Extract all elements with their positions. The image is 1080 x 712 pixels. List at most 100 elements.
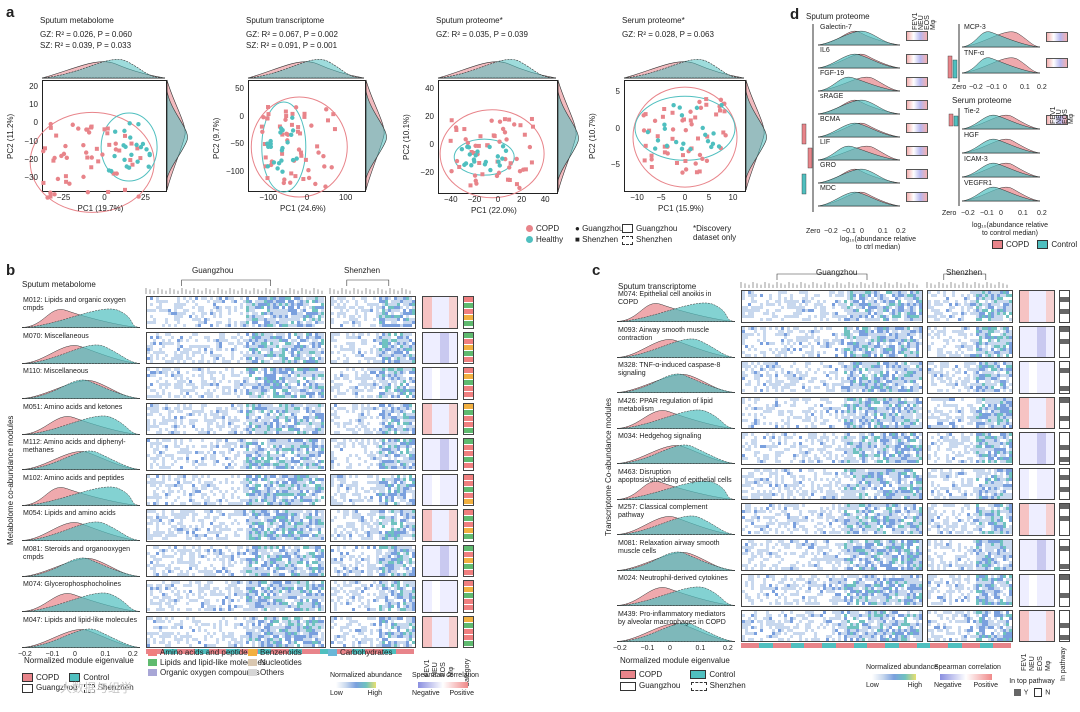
heat-cell xyxy=(252,534,255,537)
heat-cell xyxy=(231,557,234,561)
heat-cell xyxy=(397,389,400,392)
heat-cell xyxy=(258,406,261,410)
heat-cell xyxy=(382,466,385,469)
heat-cell xyxy=(388,356,391,360)
heat-cell xyxy=(189,557,192,561)
heat-cell xyxy=(279,551,282,555)
heat-cell xyxy=(183,380,186,383)
heat-cell xyxy=(306,312,309,315)
heat-cell xyxy=(219,501,222,505)
heat-cell xyxy=(391,566,394,570)
heat-cell xyxy=(400,460,403,463)
healthy-point xyxy=(294,156,299,161)
heat-cell xyxy=(315,415,318,419)
heat-cell xyxy=(406,412,409,416)
heat-cell xyxy=(352,409,355,413)
heat-cell xyxy=(264,300,267,303)
heat-cell xyxy=(309,439,312,442)
heat-cell xyxy=(273,516,276,519)
heat-cell xyxy=(240,306,243,309)
heat-cell xyxy=(394,454,397,457)
heat-cell xyxy=(189,537,192,540)
copd-point xyxy=(94,146,99,151)
heat-cell xyxy=(252,457,255,460)
heat-cell xyxy=(195,338,198,342)
heat-cell xyxy=(300,439,303,442)
heat-cell xyxy=(249,537,252,540)
heat-cell xyxy=(315,489,318,493)
heat-cell xyxy=(282,495,285,499)
heat-cell xyxy=(282,415,285,419)
heat-cell xyxy=(243,421,246,425)
heat-cell xyxy=(285,480,288,484)
heat-cell xyxy=(267,380,270,383)
heat-cell xyxy=(337,332,340,336)
heat-cell xyxy=(297,566,300,570)
heat-cell xyxy=(228,312,231,315)
heat-cell xyxy=(162,300,165,303)
heat-cell xyxy=(156,380,159,383)
heat-cell xyxy=(279,525,282,528)
heat-cell xyxy=(267,477,270,481)
heat-cell xyxy=(334,359,337,363)
heat-cell xyxy=(147,516,150,519)
heat-cell xyxy=(412,300,415,303)
heat-cell xyxy=(177,424,180,428)
heat-cell xyxy=(228,463,231,466)
heat-cell xyxy=(288,439,291,442)
heat-cell xyxy=(228,421,231,425)
heat-cell xyxy=(397,374,400,377)
heat-cell xyxy=(150,371,153,374)
heat-cell xyxy=(147,480,150,484)
healthy-point xyxy=(140,141,146,147)
heat-cell xyxy=(273,522,276,525)
heat-cell xyxy=(192,516,195,519)
pca-title: Sputum metabolome xyxy=(40,16,114,25)
heat-cell xyxy=(358,383,361,386)
heat-cell xyxy=(288,534,291,537)
heat-cell xyxy=(258,324,261,327)
heat-cell xyxy=(309,353,312,357)
heat-cell xyxy=(318,315,321,318)
heat-cell xyxy=(334,457,337,460)
heat-cell xyxy=(282,534,285,537)
heat-cell xyxy=(334,300,337,303)
heat-cell xyxy=(406,525,409,528)
heat-cell xyxy=(258,353,261,357)
heat-cell xyxy=(370,383,373,386)
heat-cell xyxy=(246,303,249,306)
heat-cell xyxy=(243,321,246,324)
heat-cell xyxy=(409,324,412,327)
heat-cell xyxy=(412,371,415,374)
heat-cell xyxy=(397,554,400,558)
heat-cell xyxy=(382,421,385,425)
heat-cell xyxy=(210,483,213,487)
heat-cell xyxy=(156,300,159,303)
heat-cell xyxy=(168,412,171,416)
heat-cell xyxy=(216,341,219,345)
heat-cell xyxy=(379,374,382,377)
heat-cell xyxy=(315,341,318,345)
heat-cell xyxy=(382,300,385,303)
heat-cell xyxy=(409,424,412,428)
heat-cell xyxy=(258,513,261,516)
heat-cell xyxy=(406,557,409,561)
heat-cell xyxy=(261,392,264,395)
heat-cell xyxy=(291,424,294,428)
heat-cell xyxy=(198,554,201,558)
heat-cell xyxy=(388,463,391,466)
heat-cell xyxy=(306,486,309,490)
heat-cell xyxy=(177,300,180,303)
heat-cell xyxy=(303,480,306,484)
heat-cell xyxy=(258,534,261,537)
heat-cell xyxy=(397,483,400,487)
top-density xyxy=(41,59,166,79)
heat-cell xyxy=(180,557,183,561)
heat-cell xyxy=(388,303,391,306)
heat-cell xyxy=(249,557,252,561)
heat-cell xyxy=(412,353,415,357)
heat-cell xyxy=(367,563,370,567)
heat-cell xyxy=(231,371,234,374)
heat-cell xyxy=(385,442,388,445)
heat-cell xyxy=(279,371,282,374)
